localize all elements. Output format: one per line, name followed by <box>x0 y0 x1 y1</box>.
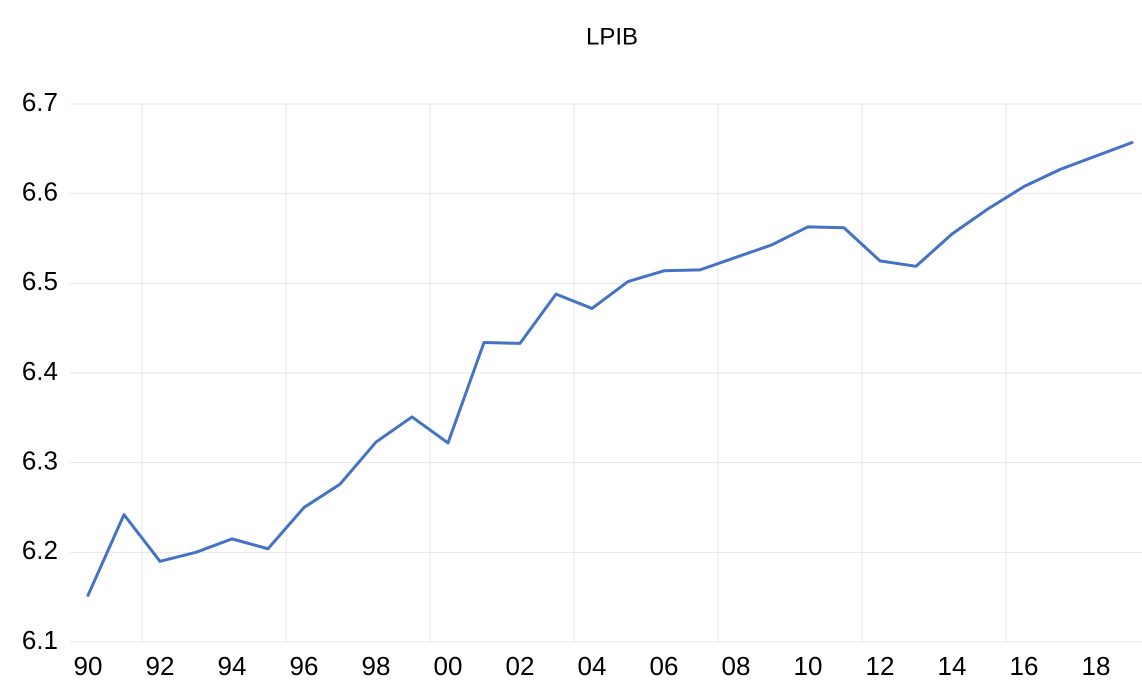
x-tick-label: 04 <box>578 651 607 681</box>
x-tick-label: 08 <box>722 651 751 681</box>
x-tick-label: 16 <box>1010 651 1039 681</box>
x-tick-label: 14 <box>938 651 967 681</box>
x-tick-label: 10 <box>794 651 823 681</box>
x-tick-label: 94 <box>218 651 247 681</box>
y-tick-label: 6.7 <box>22 87 58 117</box>
x-tick-label: 02 <box>506 651 535 681</box>
y-tick-label: 6.6 <box>22 177 58 207</box>
x-tick-label: 06 <box>650 651 679 681</box>
x-tick-label: 92 <box>146 651 175 681</box>
y-tick-label: 6.3 <box>22 446 58 476</box>
y-tick-label: 6.4 <box>22 356 58 386</box>
x-tick-label: 00 <box>434 651 463 681</box>
x-tick-label: 12 <box>866 651 895 681</box>
y-tick-label: 6.2 <box>22 535 58 565</box>
x-tick-label: 98 <box>362 651 391 681</box>
x-tick-label: 18 <box>1082 651 1111 681</box>
y-tick-label: 6.5 <box>22 266 58 296</box>
chart-title: LPIB <box>586 23 638 50</box>
x-tick-label: 90 <box>74 651 103 681</box>
y-tick-label: 6.1 <box>22 625 58 655</box>
line <box>86 141 1134 597</box>
x-tick-label: 96 <box>290 651 319 681</box>
